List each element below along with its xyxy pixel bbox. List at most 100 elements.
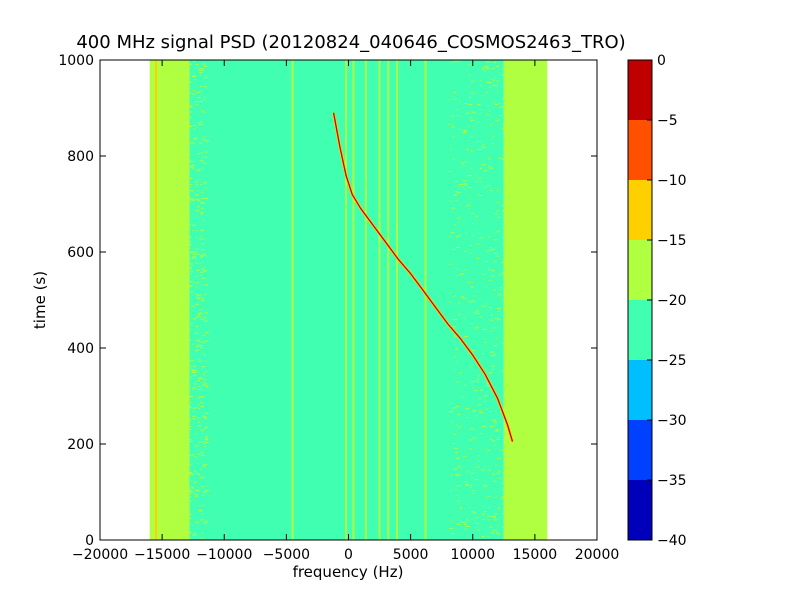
speckle-0-415 (186, 490, 190, 492)
speckle-1-410 (480, 181, 482, 183)
speckle-0-421 (202, 384, 205, 386)
speckle-0-430 (184, 75, 188, 77)
speckle-1-4 (474, 113, 477, 115)
speckle-1-352 (507, 318, 510, 320)
speckle-1-268 (492, 473, 495, 475)
speckle-1-302 (477, 121, 480, 123)
speckle-1-396 (505, 231, 507, 233)
y-tick-label-5: 1000 (58, 53, 94, 69)
speckle-0-151 (180, 421, 183, 423)
speckle-1-175 (486, 250, 489, 252)
speckle-0-98 (186, 154, 190, 156)
speckle-0-384 (182, 118, 186, 120)
speckle-1-127 (471, 286, 474, 288)
speckle-0-362 (200, 235, 202, 237)
speckle-0-495 (196, 316, 199, 318)
speckle-1-125 (502, 204, 505, 206)
speckle-0-164 (190, 285, 193, 287)
speckle-1-178 (493, 102, 495, 103)
speckle-1-226 (452, 158, 455, 160)
speckle-0-366 (200, 476, 204, 478)
speckle-1-16 (456, 381, 458, 383)
speckle-0-97 (205, 442, 209, 444)
speckle-1-461 (473, 390, 478, 392)
speckle-1-144 (455, 424, 458, 426)
speckle-1-309 (466, 518, 468, 520)
speckle-0-165 (200, 316, 202, 318)
speckle-0-131 (191, 97, 193, 99)
speckle-1-470 (480, 389, 483, 391)
speckle-0-27 (204, 156, 208, 158)
speckle-1-96 (505, 514, 508, 516)
speckle-1-429 (456, 268, 458, 270)
speckle-0-371 (200, 255, 203, 257)
speckle-1-195 (459, 184, 463, 185)
speckle-1-188 (465, 185, 467, 187)
speckle-1-361 (454, 295, 457, 297)
speckle-0-454 (205, 140, 209, 142)
speckle-1-250 (496, 429, 500, 431)
speckle-0-125 (198, 386, 201, 387)
speckle-1-167 (462, 186, 464, 188)
speckle-1-466 (501, 497, 504, 499)
speckle-1-497 (505, 306, 507, 308)
speckle-1-392 (477, 291, 480, 293)
speckle-0-171 (200, 274, 203, 276)
speckle-0-93 (183, 448, 186, 450)
speckle-1-367 (464, 269, 467, 271)
speckle-1-45 (462, 132, 466, 133)
speckle-0-400 (195, 91, 200, 93)
speckle-0-461 (199, 238, 202, 240)
speckle-0-136 (188, 103, 191, 105)
speckle-0-368 (191, 372, 196, 373)
speckle-0-88 (186, 225, 190, 227)
speckle-1-164 (495, 255, 499, 257)
speckle-0-389 (198, 421, 200, 423)
speckle-0-363 (183, 270, 187, 272)
speckle-1-131 (473, 300, 476, 302)
speckle-0-218 (189, 263, 194, 265)
speckle-0-103 (187, 83, 189, 85)
speckle-1-459 (463, 336, 468, 337)
speckle-1-159 (483, 401, 486, 402)
speckle-0-318 (193, 383, 197, 385)
speckle-1-343 (475, 379, 477, 381)
speckle-1-88 (465, 408, 470, 410)
speckle-1-274 (507, 341, 510, 343)
colorbar: 0 −5 −10 −15 −20 −25 −30 −35 −40 (627, 53, 687, 549)
speckle-1-414 (507, 111, 511, 113)
colorbar-tick-label-7: −35 (657, 473, 687, 489)
speckle-1-380 (504, 103, 508, 105)
speckle-0-265 (199, 142, 201, 144)
speckle-1-28 (495, 66, 499, 68)
speckle-0-216 (204, 427, 208, 429)
speckle-1-154 (448, 123, 451, 125)
speckle-1-455 (473, 341, 475, 343)
speckle-0-221 (199, 318, 204, 320)
doppler-trace-group (332, 112, 514, 443)
speckle-0-228 (186, 72, 191, 74)
speckle-1-143 (476, 466, 480, 468)
speckle-0-431 (203, 320, 208, 322)
speckle-0-110 (197, 298, 201, 300)
speckle-0-313 (200, 510, 203, 512)
speckle-1-13 (451, 126, 455, 128)
speckle-1-442 (508, 142, 511, 144)
speckle-1-114 (499, 287, 503, 289)
speckle-0-207 (196, 282, 200, 284)
speckle-0-404 (188, 428, 192, 430)
speckle-1-446 (484, 261, 489, 263)
speckle-1-428 (487, 82, 492, 84)
speckle-1-17 (502, 210, 504, 212)
speckle-1-52 (468, 64, 471, 66)
speckle-0-491 (187, 198, 191, 199)
speckle-1-374 (473, 311, 476, 313)
speckle-1-452 (458, 302, 460, 304)
speckle-0-435 (190, 190, 195, 192)
speckle-0-185 (205, 426, 208, 428)
speckle-0-106 (200, 341, 205, 343)
speckle-0-350 (180, 310, 183, 311)
speckle-0-302 (200, 85, 203, 87)
speckle-0-286 (195, 262, 199, 264)
speckle-1-293 (507, 154, 512, 156)
